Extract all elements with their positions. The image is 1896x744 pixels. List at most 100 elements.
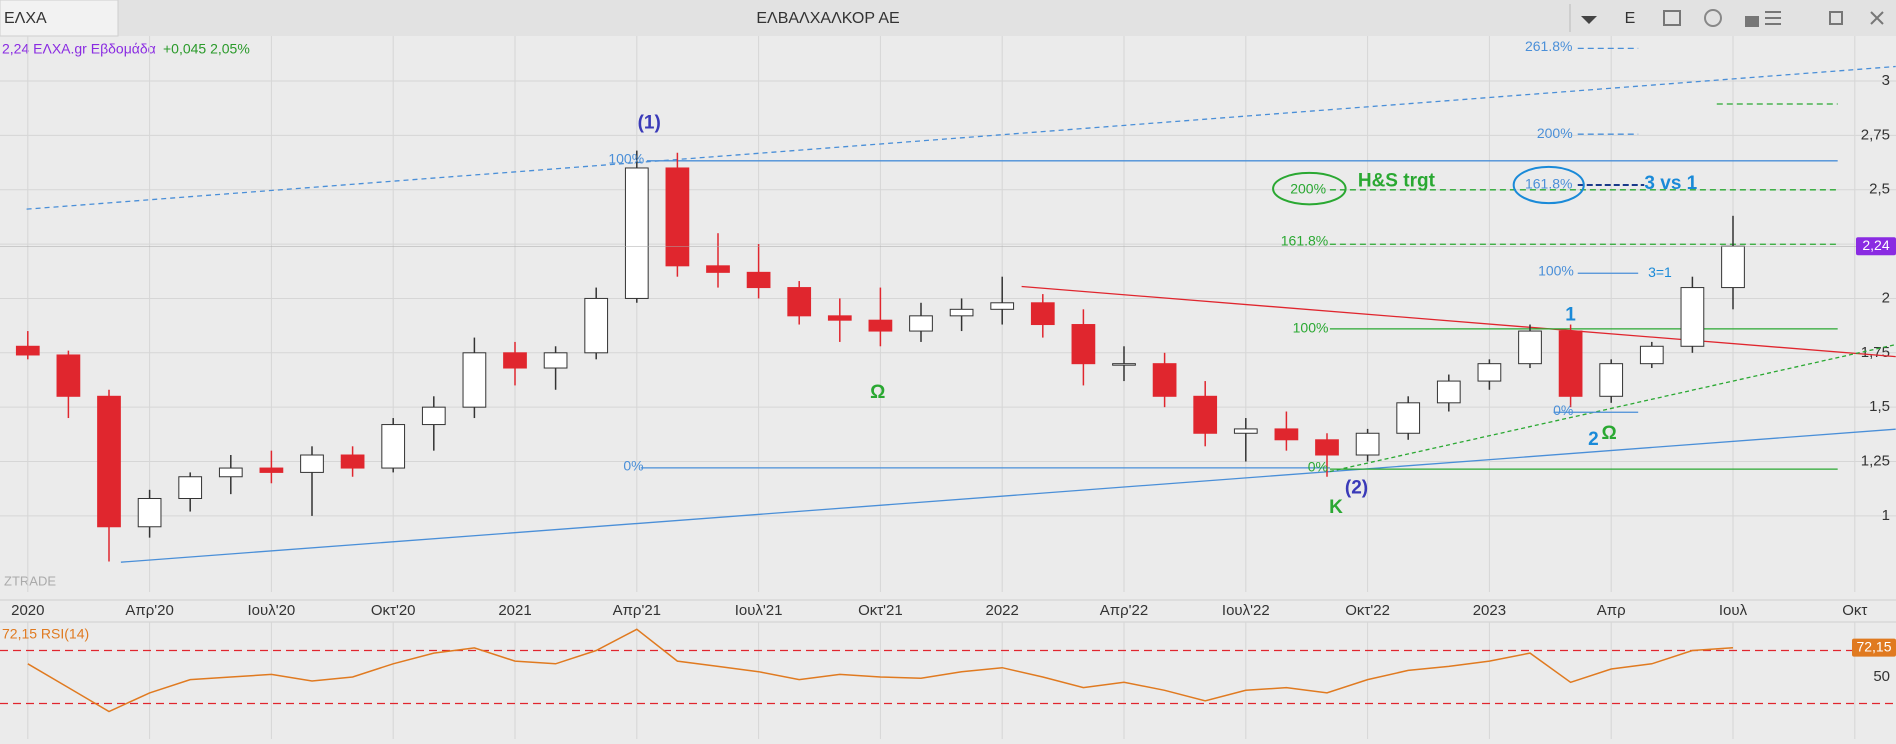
candle-body (584, 297, 609, 354)
x-tick-label: Απρ'21 (613, 602, 661, 619)
candle-body (868, 319, 893, 332)
annotation: 200% (1290, 181, 1326, 197)
candle-body (381, 424, 406, 469)
candle-body (1477, 363, 1502, 382)
trend-line (1329, 343, 1896, 473)
annotation: 200% (1537, 125, 1573, 141)
candle-body (624, 167, 649, 299)
icon-restore[interactable] (1829, 11, 1843, 25)
annotation: K (1329, 497, 1343, 518)
candle-body (1233, 428, 1258, 434)
candle-body (1436, 380, 1461, 404)
candle-body (827, 315, 852, 321)
tab[interactable] (0, 0, 119, 37)
candle-body (949, 308, 974, 317)
annotation: (2) (1345, 477, 1368, 498)
icon-close[interactable] (1870, 11, 1884, 25)
candle-body (1112, 363, 1136, 366)
x-tick-label: Οκτ'20 (371, 602, 416, 619)
annotation: 161.8% (1525, 176, 1572, 192)
x-tick-label: Οκτ (1842, 602, 1867, 619)
candle-body (1315, 439, 1339, 456)
x-tick-label: Απρ'22 (1100, 602, 1148, 619)
icon-menu[interactable] (1765, 11, 1781, 25)
rsi-line (27, 628, 1734, 713)
candle-body (1518, 330, 1542, 365)
button-e[interactable]: E (1625, 10, 1636, 27)
x-tick-label: Ιουλ'21 (735, 602, 783, 619)
candle-body (15, 345, 40, 356)
y-tick-label: 1,25 (1861, 452, 1890, 469)
y-tick-label: 50 (1873, 668, 1890, 685)
candle-body (706, 265, 730, 273)
y-tick-label: 1,5 (1869, 398, 1890, 415)
dropdown[interactable] (1581, 16, 1597, 24)
watermark: ZTRADE (4, 573, 56, 588)
candle-body (218, 467, 243, 478)
icon-panel[interactable] (1663, 10, 1681, 26)
y-tick-label: 1 (1882, 507, 1890, 524)
highlight (1272, 171, 1347, 206)
annotation: 100% (608, 150, 644, 166)
annotation: Ω (870, 382, 885, 403)
x-tick-label: Απρ (1597, 602, 1626, 619)
x-tick-label: Ιουλ (1719, 602, 1748, 619)
candle-body (1193, 395, 1218, 434)
x-tick-label: 2022 (986, 602, 1019, 619)
last-price-badge (1856, 237, 1896, 256)
annotation: 3 vs 1 (1644, 173, 1697, 194)
quote-info: 2,24 ΕΛΧΑ.gr Εβδομάδα (2, 41, 156, 57)
candle-body (97, 395, 121, 528)
candle-body (990, 302, 1015, 310)
annotation: (1) (638, 112, 661, 133)
candle-body (1152, 363, 1177, 397)
candle-body (1355, 432, 1380, 456)
trend-line (120, 428, 1896, 563)
y-tick-label: 2 (1882, 289, 1890, 306)
y-tick-label: 3 (1882, 72, 1890, 89)
icon-quote[interactable] (1704, 9, 1722, 27)
annotation: 100% (1293, 320, 1329, 336)
trend-line (1021, 285, 1896, 358)
candle-body (300, 454, 324, 473)
candle-body (1396, 402, 1421, 434)
annotation: Ω (1602, 423, 1617, 444)
last-price-label: 2,24 (1862, 237, 1889, 253)
candle-body (421, 406, 446, 426)
candle-body (1721, 245, 1745, 289)
rsi-badge (1852, 638, 1896, 657)
x-tick-label: Απρ'20 (125, 602, 173, 619)
candle-body (909, 315, 933, 332)
x-tick-label: Ιουλ'22 (1222, 602, 1270, 619)
rsi-badge-label: 72,15 (1856, 638, 1891, 654)
candle-body (787, 287, 812, 317)
candle-body (543, 352, 568, 369)
x-tick-label: 2023 (1473, 602, 1506, 619)
candle-body (56, 354, 81, 397)
title-bar (0, 0, 1896, 36)
candle-body (746, 271, 771, 289)
candle-body (1639, 345, 1664, 365)
annotation: 1 (1565, 305, 1576, 326)
candle-body (178, 476, 203, 499)
candle-body (340, 454, 365, 469)
annotation: 0% (1308, 459, 1328, 475)
annotation: 161.8% (1281, 233, 1328, 249)
annotation: 261.8% (1525, 38, 1572, 54)
icon-lock[interactable] (1745, 16, 1759, 27)
annotation: 2 (1588, 429, 1599, 450)
candle-body (1558, 330, 1583, 397)
x-tick-label: Ιουλ'20 (248, 602, 296, 619)
candle-body (137, 497, 162, 528)
y-tick-label: 1,75 (1861, 344, 1890, 361)
candle-body (1599, 363, 1624, 397)
candle-body (665, 167, 690, 267)
candle-body (259, 467, 284, 473)
candle-body (1274, 428, 1299, 441)
y-tick-label: 2,5 (1869, 181, 1890, 198)
candle-body (462, 352, 487, 408)
x-tick-label: 2020 (11, 602, 44, 619)
x-tick-label: Οκτ'22 (1345, 602, 1390, 619)
window-title: ΕΛΒΑΛΧΑΛΚΟΡ ΑΕ (756, 10, 899, 27)
